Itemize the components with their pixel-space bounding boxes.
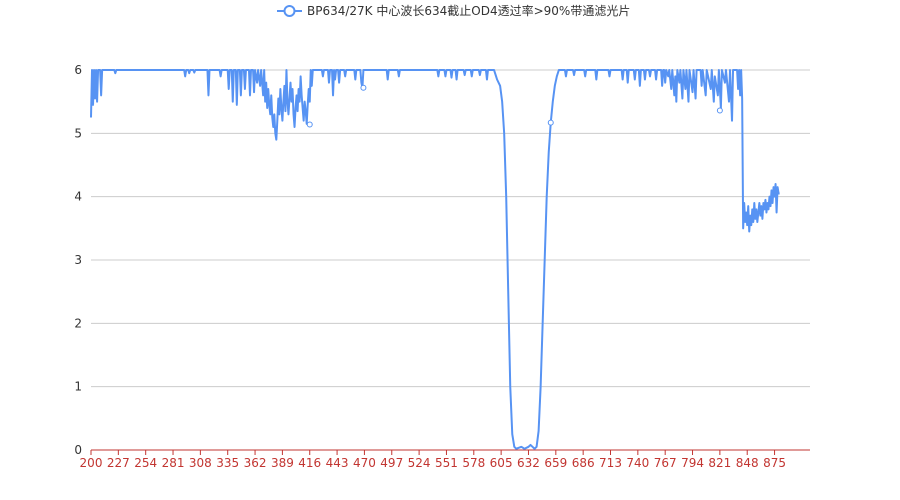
- x-tick-label: 362: [244, 456, 267, 470]
- x-tick-label: 659: [544, 456, 567, 470]
- x-tick-label: 389: [271, 456, 294, 470]
- x-tick-label: 335: [216, 456, 239, 470]
- x-tick-label: 875: [763, 456, 786, 470]
- x-tick-label: 443: [326, 456, 349, 470]
- x-tick-label: 821: [708, 456, 731, 470]
- x-tick-label: 605: [490, 456, 513, 470]
- x-tick-label: 200: [80, 456, 103, 470]
- series-group: [90, 69, 780, 450]
- data-point-marker[interactable]: [360, 84, 367, 91]
- x-tick-label: 848: [736, 456, 759, 470]
- x-tick-label: 740: [626, 456, 649, 470]
- y-tick-label: 5: [74, 126, 82, 140]
- y-tick-label: 4: [74, 190, 82, 204]
- data-point-marker[interactable]: [306, 121, 313, 128]
- y-tick-label: 1: [74, 380, 82, 394]
- y-tick-label: 2: [74, 316, 82, 330]
- y-tick-label: 0: [74, 443, 82, 457]
- x-tick-label: 632: [517, 456, 540, 470]
- x-tick-label: 308: [189, 456, 212, 470]
- x-tick-label: 524: [408, 456, 431, 470]
- x-tick-label: 578: [462, 456, 485, 470]
- x-tick-label: 470: [353, 456, 376, 470]
- x-tick-label: 227: [107, 456, 130, 470]
- x-tick-label: 497: [380, 456, 403, 470]
- legend-marker-icon: [283, 5, 296, 17]
- y-tick-label: 6: [74, 63, 82, 77]
- x-tick-label: 686: [572, 456, 595, 470]
- data-point-marker[interactable]: [547, 119, 554, 126]
- series-line-0[interactable]: [90, 69, 780, 450]
- x-tick-label: 254: [134, 456, 157, 470]
- x-tick-label: 713: [599, 456, 622, 470]
- x-tick-label: 416: [298, 456, 321, 470]
- y-axis: 0 1 2 3 4 5 6: [74, 63, 82, 457]
- legend[interactable]: BP634/27K 中心波长634截止OD4透过率>90%带通滤光片: [277, 3, 630, 18]
- legend-label: BP634/27K 中心波长634截止OD4透过率>90%带通滤光片: [307, 3, 630, 18]
- x-tick-label: 551: [435, 456, 458, 470]
- y-tick-label: 3: [74, 253, 82, 267]
- x-tick-label: 794: [681, 456, 704, 470]
- data-point-marker[interactable]: [716, 107, 723, 114]
- grid-lines: [91, 69, 810, 388]
- x-tick-label: 767: [654, 456, 677, 470]
- x-tick-label: 281: [162, 456, 185, 470]
- x-axis: 200 227 254 281 308 335 362 389 416 443 470 497 524 5…: [80, 449, 810, 470]
